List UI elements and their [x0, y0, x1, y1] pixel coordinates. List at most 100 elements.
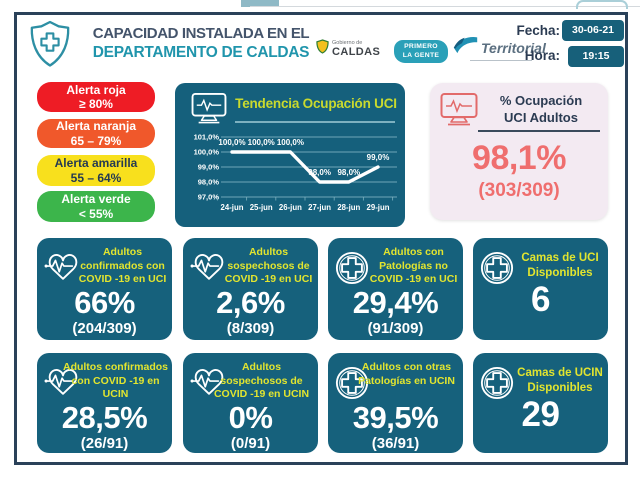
stat-card-camas-uci: Camas de UCI Disponibles 6 — [473, 238, 608, 340]
card-value: 6 — [531, 280, 550, 319]
card-title: Camas de UCIN Disponibles — [517, 367, 603, 394]
svg-text:97,0%: 97,0% — [198, 193, 220, 202]
alert-verde-pill: Alerta verde < 55% — [37, 191, 155, 222]
hora-value-box: 19:15 — [568, 46, 624, 67]
medical-cross-icon — [335, 251, 373, 290]
caldas-shield-icon — [316, 39, 329, 59]
page-title: CAPACIDAD INSTALADA EN EL DEPARTAMENTO D… — [80, 25, 322, 62]
svg-text:24-jun: 24-jun — [221, 203, 244, 212]
alert-naranja-pill: Alerta naranja 65 – 79% — [37, 119, 155, 148]
caldas-logo-text: Gobierno de CALDAS — [332, 40, 380, 58]
trend-chart-panel: Tendencia Ocupación UCI 101,0% 100,0% 99,0… — [175, 83, 405, 227]
cropped-corner-artifact — [576, 0, 628, 9]
occupancy-value: 98,1% — [472, 139, 566, 177]
chart-title-underline — [235, 121, 395, 123]
occupancy-title-line1: % Ocupación — [499, 93, 583, 108]
alert-amarilla-pill: Alerta amarilla 55 – 64% — [37, 155, 155, 186]
alert-range: < 55% — [78, 206, 114, 221]
card-detail: (36/91) — [371, 435, 420, 452]
primero-la-gente-badge: PRIMERO LA GENTE — [394, 40, 448, 63]
card-value: 28,5% — [61, 400, 148, 435]
card-detail: (91/309) — [367, 320, 424, 337]
alert-label: Alerta amarilla — [54, 156, 138, 171]
medical-cross-icon — [480, 366, 518, 405]
alert-range: 65 – 79% — [70, 133, 122, 148]
primero-line1: PRIMERO — [404, 43, 438, 51]
svg-text:27-jun: 27-jun — [308, 203, 331, 212]
card-detail: (26/91) — [80, 435, 129, 452]
heart-pulse-icon — [44, 251, 82, 288]
stat-card-covid-ucin: Adultos confirmados con COVID -19 en UCI… — [37, 353, 172, 453]
monitor-pulse-icon-red — [440, 92, 478, 131]
card-detail: (0/91) — [230, 435, 271, 452]
medical-shield-icon — [28, 20, 72, 73]
card-title: Adultos con Patologías no COVID -19 en U… — [369, 246, 458, 286]
medical-cross-icon — [480, 251, 518, 290]
alert-label: Alerta verde — [61, 192, 131, 207]
alert-label: Alerta roja — [66, 82, 126, 97]
territorial-logo-text: Territorial — [481, 39, 546, 56]
heart-pulse-icon — [44, 366, 82, 403]
svg-text:28-jun: 28-jun — [337, 203, 360, 212]
svg-text:25-jun: 25-jun — [250, 203, 273, 212]
card-detail: (8/309) — [226, 320, 275, 337]
svg-text:100,0%: 100,0% — [248, 138, 275, 147]
title-line2: DEPARTAMENTO DE CALDAS — [92, 44, 310, 61]
alert-label: Alerta naranja — [55, 119, 137, 134]
heart-pulse-icon — [190, 366, 228, 403]
card-value: 66% — [74, 285, 135, 320]
svg-text:100,0%: 100,0% — [218, 138, 245, 147]
heart-pulse-icon — [190, 251, 228, 288]
card-title: Adultos sospechosos de COVID -19 en UCI — [224, 246, 313, 286]
fecha-value-box: 30-06-21 — [562, 20, 624, 41]
cropped-tab-artifact — [241, 0, 279, 7]
card-value: 29,4% — [352, 285, 439, 320]
card-value: 2,6% — [216, 285, 285, 320]
gobierno-caldas-logo: Gobierno de CALDAS — [316, 39, 380, 59]
cropped-line-artifact — [250, 6, 640, 7]
stat-card-patologias-uci: Adultos con Patologías no COVID -19 en U… — [328, 238, 463, 340]
occupancy-title-underline — [478, 130, 600, 132]
occupancy-panel: % Ocupación UCI Adultos 98,1% (303/309) — [430, 83, 608, 220]
monitor-pulse-icon — [191, 92, 227, 129]
stat-card-sospechosos-uci: Adultos sospechosos de COVID -19 en UCI … — [183, 238, 318, 340]
card-value: 29 — [521, 395, 560, 434]
alert-range: ≥ 80% — [79, 97, 113, 111]
card-value: 39,5% — [352, 400, 439, 435]
svg-text:98,0%: 98,0% — [308, 168, 331, 177]
svg-text:100,0%: 100,0% — [194, 148, 220, 157]
stat-card-patologias-ucin: Adultos con otras Patologías en UCIN 39,… — [328, 353, 463, 453]
territorial-flag-icon — [452, 34, 479, 61]
chart-title: Tendencia Ocupación UCI — [235, 96, 397, 111]
stat-card-sospechosos-ucin: Adultos sospechosos de COVID -19 en UCIN… — [183, 353, 318, 453]
card-title: Adultos confirmados con COVID -19 en UCI — [78, 246, 167, 286]
alert-roja-pill: Alerta roja ≥ 80% — [37, 82, 155, 112]
stat-card-covid-uci: Adultos confirmados con COVID -19 en UCI… — [37, 238, 172, 340]
svg-text:99,0%: 99,0% — [367, 153, 390, 162]
svg-text:26-jun: 26-jun — [279, 203, 302, 212]
caldas-logo-top: Gobierno de — [332, 40, 363, 46]
medical-cross-icon — [335, 366, 373, 405]
svg-text:99,0%: 99,0% — [198, 163, 220, 172]
svg-text:98,0%: 98,0% — [337, 168, 360, 177]
svg-text:29-jun: 29-jun — [367, 203, 390, 212]
occupancy-detail: (303/309) — [478, 180, 560, 201]
card-detail: (204/309) — [72, 320, 137, 337]
hora-label: Hora: — [524, 48, 560, 63]
fecha-label: Fecha: — [516, 23, 560, 38]
primero-line2: LA GENTE — [402, 51, 440, 59]
svg-text:101,0%: 101,0% — [194, 133, 220, 142]
occupancy-title-line2: UCI Adultos — [504, 110, 578, 125]
card-value: 0% — [228, 400, 273, 435]
territorial-tagline-line — [470, 60, 532, 61]
card-title: Adultos confirmados con COVID -19 en UCI… — [62, 361, 168, 401]
title-line1: CAPACIDAD INSTALADA EN EL — [92, 25, 310, 42]
svg-text:98,0%: 98,0% — [198, 178, 220, 187]
card-title: Adultos con otras Patologías en UCIN — [358, 361, 455, 387]
card-title: Adultos sospechosos de COVID -19 en UCIN — [213, 361, 310, 401]
stat-card-camas-ucin: Camas de UCIN Disponibles 29 — [473, 353, 608, 453]
svg-text:100,0%: 100,0% — [277, 138, 304, 147]
alert-range: 55 – 64% — [70, 170, 122, 185]
territorial-logo: Territorial — [452, 34, 546, 61]
